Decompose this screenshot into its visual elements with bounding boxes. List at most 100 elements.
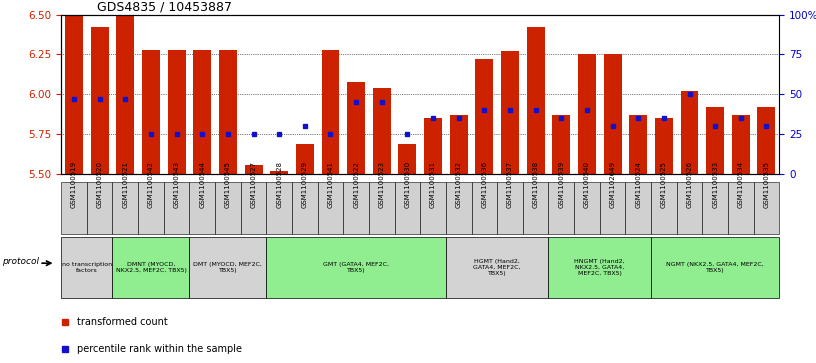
Bar <box>189 182 215 234</box>
Bar <box>446 182 472 234</box>
Text: protocol: protocol <box>2 257 39 266</box>
Text: GSM1100532: GSM1100532 <box>455 161 462 208</box>
Text: GSM1100539: GSM1100539 <box>558 160 565 208</box>
Bar <box>61 182 86 234</box>
Bar <box>497 182 523 234</box>
Bar <box>552 115 570 174</box>
Text: GSM1100541: GSM1100541 <box>327 161 334 208</box>
Bar <box>369 182 395 234</box>
Bar <box>651 182 676 234</box>
Bar <box>113 182 138 234</box>
Text: GSM1100544: GSM1100544 <box>199 161 206 208</box>
Bar <box>398 144 416 174</box>
Bar <box>61 237 113 298</box>
Text: GSM1100519: GSM1100519 <box>71 160 77 208</box>
Text: DMNT (MYOCD,
NKX2.5, MEF2C, TBX5): DMNT (MYOCD, NKX2.5, MEF2C, TBX5) <box>116 262 186 273</box>
Text: GSM1100526: GSM1100526 <box>686 161 693 208</box>
Bar <box>501 51 519 174</box>
Bar <box>193 50 211 174</box>
Text: GSM1100537: GSM1100537 <box>507 160 513 208</box>
Bar <box>676 182 703 234</box>
Bar <box>728 182 754 234</box>
Bar <box>219 50 237 174</box>
Text: HGMT (Hand2,
GATA4, MEF2C,
TBX5): HGMT (Hand2, GATA4, MEF2C, TBX5) <box>473 259 521 276</box>
Bar <box>164 182 189 234</box>
Bar <box>526 27 544 174</box>
Bar <box>189 237 266 298</box>
Bar <box>754 182 779 234</box>
Text: GSM1100521: GSM1100521 <box>122 161 128 208</box>
Bar <box>629 115 647 174</box>
Text: GSM1100528: GSM1100528 <box>276 161 282 208</box>
Text: GSM1100524: GSM1100524 <box>635 161 641 208</box>
Text: GSM1100533: GSM1100533 <box>712 160 718 208</box>
Bar <box>373 88 391 174</box>
Text: GSM1100527: GSM1100527 <box>251 161 256 208</box>
Bar <box>450 115 468 174</box>
Bar <box>266 237 446 298</box>
Bar <box>548 237 651 298</box>
Bar <box>574 182 600 234</box>
Bar <box>292 182 317 234</box>
Bar <box>117 16 135 174</box>
Text: GDS4835 / 10453887: GDS4835 / 10453887 <box>97 0 232 13</box>
Text: GSM1100523: GSM1100523 <box>379 161 385 208</box>
Bar <box>424 118 442 174</box>
Bar <box>138 182 164 234</box>
Text: GSM1102649: GSM1102649 <box>610 161 615 208</box>
Bar <box>245 165 263 174</box>
Bar <box>604 54 622 174</box>
Text: GSM1100530: GSM1100530 <box>405 160 410 208</box>
Bar <box>600 182 625 234</box>
Bar <box>732 115 750 174</box>
Text: GSM1100522: GSM1100522 <box>353 161 359 208</box>
Text: GSM1100538: GSM1100538 <box>533 160 539 208</box>
Text: GMT (GATA4, MEF2C,
TBX5): GMT (GATA4, MEF2C, TBX5) <box>323 262 389 273</box>
Text: GSM1100545: GSM1100545 <box>225 161 231 208</box>
Text: HNGMT (Hand2,
NKX2.5, GATA4,
MEF2C, TBX5): HNGMT (Hand2, NKX2.5, GATA4, MEF2C, TBX5… <box>574 259 625 276</box>
Bar <box>681 91 698 174</box>
Bar <box>270 171 288 174</box>
Text: GSM1100536: GSM1100536 <box>481 160 487 208</box>
Text: GSM1100534: GSM1100534 <box>738 161 744 208</box>
Text: GSM1100542: GSM1100542 <box>148 161 154 208</box>
Bar <box>347 82 365 174</box>
Bar <box>317 182 344 234</box>
Bar <box>472 182 497 234</box>
Bar <box>420 182 446 234</box>
Bar <box>655 118 673 174</box>
Text: DMT (MYOCD, MEF2C,
TBX5): DMT (MYOCD, MEF2C, TBX5) <box>193 262 262 273</box>
Text: no transcription
factors: no transcription factors <box>62 262 112 273</box>
Text: GSM1100520: GSM1100520 <box>96 161 103 208</box>
Bar <box>296 144 314 174</box>
Text: GSM1100543: GSM1100543 <box>174 161 180 208</box>
Bar <box>266 182 292 234</box>
Bar <box>113 237 189 298</box>
Bar <box>215 182 241 234</box>
Bar <box>241 182 266 234</box>
Bar <box>578 54 596 174</box>
Bar <box>91 27 109 174</box>
Bar <box>167 50 185 174</box>
Text: NGMT (NKX2.5, GATA4, MEF2C,
TBX5): NGMT (NKX2.5, GATA4, MEF2C, TBX5) <box>667 262 764 273</box>
Text: transformed count: transformed count <box>77 317 168 327</box>
Bar <box>446 237 548 298</box>
Bar <box>344 182 369 234</box>
Text: GSM1100535: GSM1100535 <box>764 161 769 208</box>
Bar <box>706 107 724 174</box>
Bar <box>703 182 728 234</box>
Text: GSM1100531: GSM1100531 <box>430 160 436 208</box>
Bar <box>548 182 574 234</box>
Text: GSM1100529: GSM1100529 <box>302 161 308 208</box>
Bar <box>395 182 420 234</box>
Bar <box>322 50 339 174</box>
Bar <box>65 15 83 174</box>
Text: GSM1100525: GSM1100525 <box>661 161 667 208</box>
Text: percentile rank within the sample: percentile rank within the sample <box>77 344 242 354</box>
Bar <box>757 107 775 174</box>
Text: GSM1100540: GSM1100540 <box>584 161 590 208</box>
Bar <box>86 182 113 234</box>
Bar <box>651 237 779 298</box>
Bar <box>476 59 494 174</box>
Bar <box>625 182 651 234</box>
